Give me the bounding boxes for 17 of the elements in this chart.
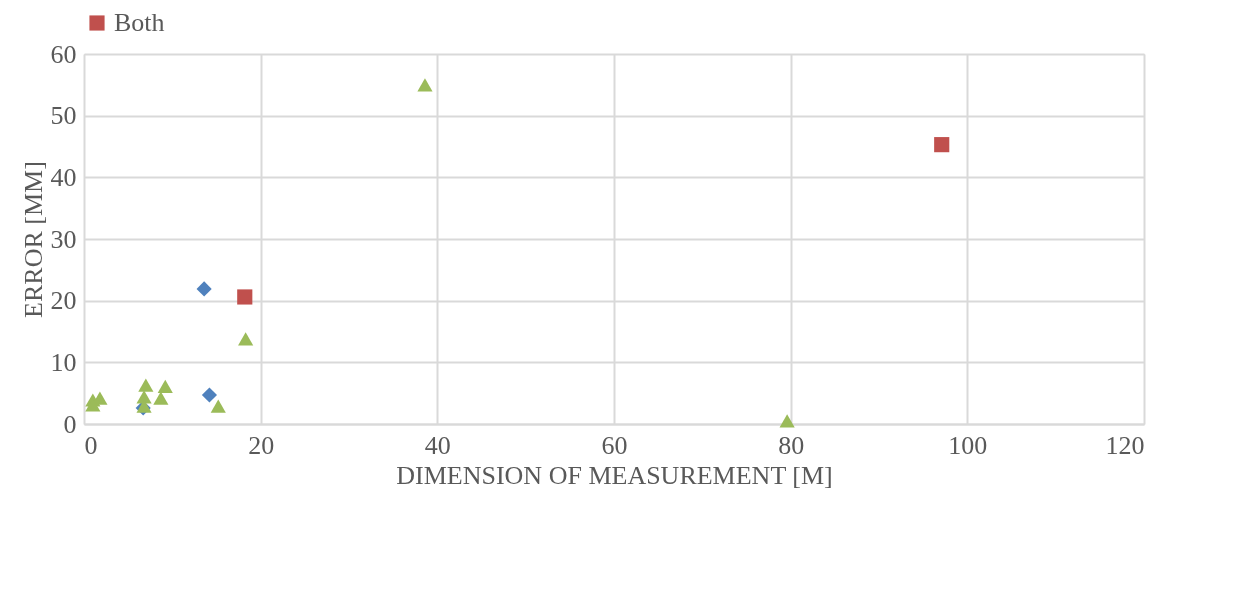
y-tick-label: 30 (50, 224, 77, 254)
y-tick-label: 10 (50, 347, 77, 377)
y-tick-label: 40 (50, 162, 77, 192)
y-tick-label: 50 (50, 101, 77, 131)
x-tick-label: 100 (948, 430, 988, 460)
x-tick-label: 40 (424, 430, 451, 460)
y-tick-label: 60 (50, 39, 77, 69)
x-tick-label: 20 (248, 430, 275, 460)
legend-label: Both (114, 8, 165, 37)
x-tick-label: 60 (601, 430, 628, 460)
y-tick-label: 20 (50, 286, 77, 316)
y-axis-title: ERROR [MM] (18, 161, 48, 318)
x-tick-label: 0 (84, 430, 98, 460)
x-axis-title: DIMENSION OF MEASUREMENT [M] (396, 460, 833, 490)
y-tick-label: 0 (63, 409, 77, 439)
x-tick-label: 120 (1105, 430, 1145, 460)
x-tick-label: 80 (778, 430, 805, 460)
